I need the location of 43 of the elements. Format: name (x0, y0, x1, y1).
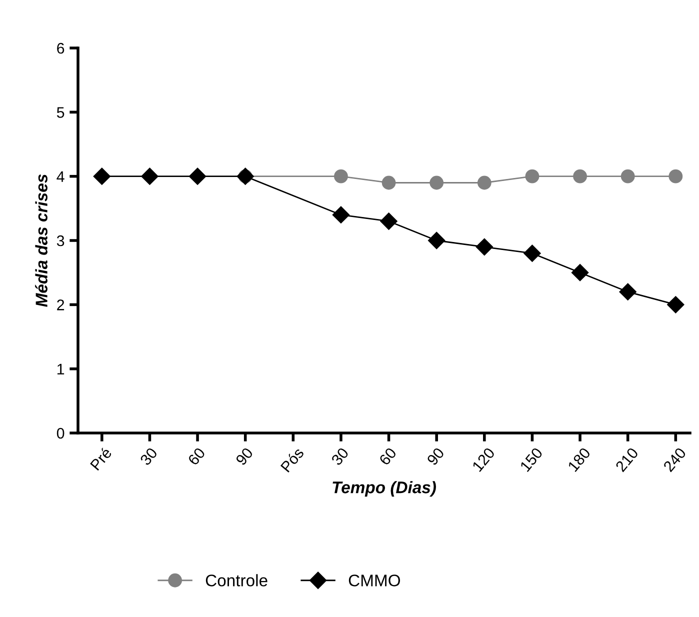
y-tick-label: 1 (57, 364, 64, 374)
point (380, 212, 398, 230)
y-tick-label: 4 (56, 171, 64, 182)
x-tick-label: 150 (520, 446, 544, 472)
point (430, 176, 444, 190)
y-axis-title: Média das crises (35, 174, 48, 307)
x-tick-label: 210 (615, 446, 639, 472)
x-tick-label: 60 (378, 446, 397, 466)
point (524, 244, 541, 262)
point (620, 169, 635, 184)
y-tick-label: 6 (57, 42, 64, 54)
point (477, 176, 492, 190)
point (141, 168, 158, 185)
point (525, 169, 540, 184)
point (188, 168, 206, 185)
point (382, 176, 396, 190)
x-tick-label: 90 (426, 446, 445, 466)
legend-label: Controle (206, 574, 268, 586)
legend-label: CMMO (348, 574, 400, 586)
x-tick-label: 60 (187, 446, 206, 466)
x-tick-label: 240 (662, 446, 687, 472)
x-tick-label: 30 (330, 446, 350, 466)
point (571, 264, 589, 282)
x-axis-title: Tempo (Dias) (332, 481, 436, 497)
x-tick-label: Pós (280, 446, 304, 473)
y-tick-label: 3 (56, 235, 64, 246)
x-tick-label: 120 (472, 446, 496, 472)
point (668, 169, 683, 184)
point (573, 169, 587, 184)
x-tick-label: Pré (89, 446, 112, 471)
y-tick-label: 2 (57, 300, 64, 310)
x-tick-label: 90 (235, 446, 254, 466)
point (476, 238, 493, 256)
y-tick-label: 5 (56, 107, 64, 118)
x-tick-label: 30 (139, 446, 158, 466)
y-tick-label: 0 (56, 428, 64, 439)
point (667, 296, 684, 314)
point (334, 169, 348, 184)
point (428, 232, 446, 250)
x-tick-label: 180 (567, 446, 591, 472)
point (332, 206, 350, 224)
point (619, 283, 636, 300)
point (93, 168, 110, 185)
